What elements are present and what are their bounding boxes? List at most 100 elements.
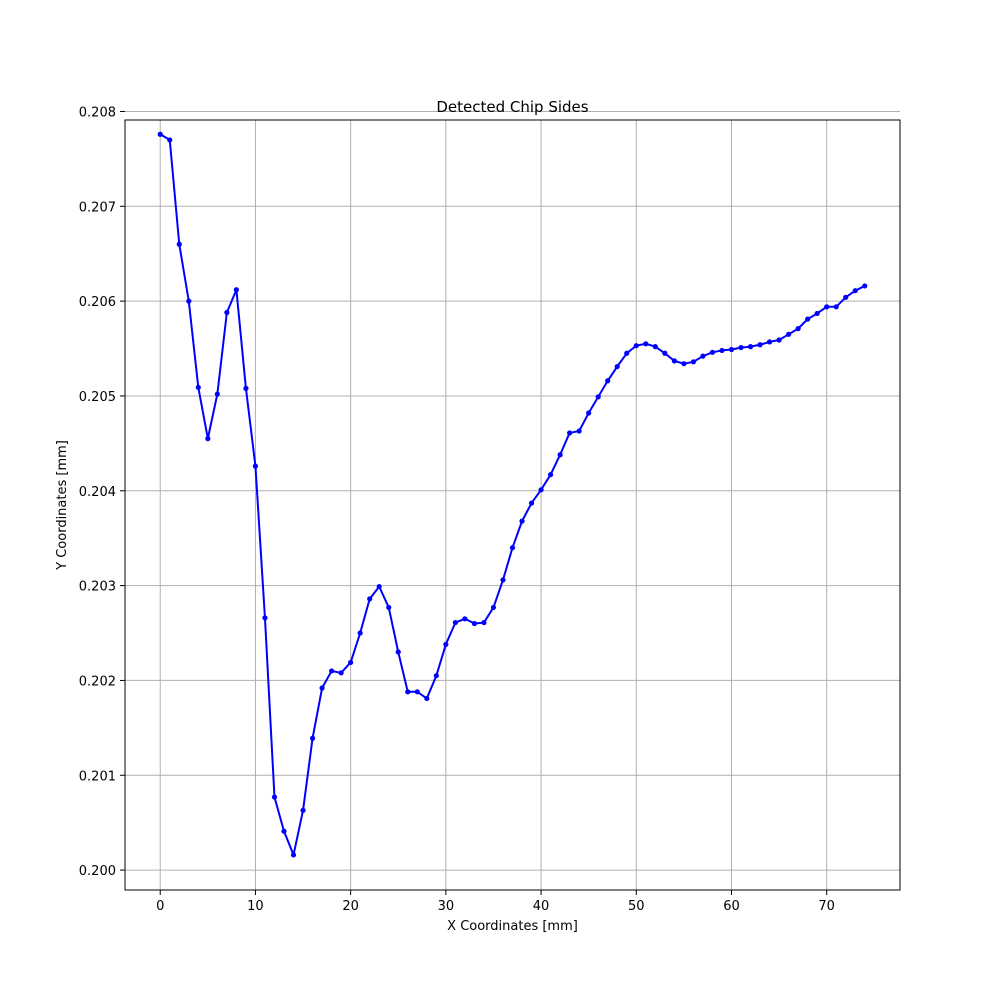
data-point	[595, 394, 601, 400]
data-point	[367, 596, 373, 602]
x-tick-label: 0	[156, 899, 164, 914]
data-series	[157, 131, 868, 858]
data-point	[176, 241, 182, 247]
data-point	[214, 391, 220, 397]
data-point	[586, 410, 592, 416]
y-axis-title: Y Coordinates [mm]	[55, 440, 70, 571]
data-point	[547, 472, 554, 478]
data-point	[386, 604, 392, 611]
data-point	[557, 452, 563, 458]
data-point	[205, 436, 211, 442]
x-axis-ticks: 0 10 20 30 40 50 60 70	[156, 890, 835, 914]
data-point	[843, 294, 849, 300]
grid-lines	[125, 110, 900, 890]
data-point	[624, 350, 630, 356]
data-point	[233, 287, 239, 293]
x-tick-label: 20	[342, 899, 359, 914]
data-point	[252, 463, 259, 469]
data-point	[528, 500, 535, 506]
data-point	[490, 604, 497, 611]
data-point	[862, 283, 868, 289]
data-point	[395, 649, 401, 655]
data-point	[509, 545, 516, 551]
y-tick-label: 0.202	[79, 674, 116, 689]
data-point	[671, 358, 677, 364]
data-point	[766, 339, 773, 345]
y-tick-label: 0.208	[79, 105, 116, 120]
data-point	[747, 344, 754, 350]
data-point	[805, 316, 811, 322]
data-point	[195, 384, 201, 391]
data-point	[576, 428, 582, 434]
data-point	[243, 385, 249, 391]
data-point	[538, 487, 544, 493]
data-point	[643, 341, 649, 347]
data-point	[348, 659, 354, 666]
data-point	[424, 695, 430, 702]
data-point	[462, 616, 468, 622]
data-point	[300, 807, 306, 813]
x-tick-label: 40	[533, 899, 550, 914]
data-point	[738, 344, 744, 351]
data-point	[224, 309, 230, 316]
data-point	[271, 794, 278, 800]
data-point	[833, 304, 839, 310]
data-point	[605, 378, 611, 384]
data-point	[157, 131, 163, 137]
y-tick-label: 0.206	[79, 295, 116, 310]
data-point	[614, 363, 620, 370]
data-point	[452, 619, 458, 626]
data-point	[567, 430, 573, 436]
data-point	[329, 668, 335, 674]
x-axis-title: X Coordinates [mm]	[447, 919, 578, 934]
data-point	[728, 346, 735, 353]
data-point	[519, 518, 525, 524]
data-point	[309, 735, 316, 741]
y-tick-label: 0.207	[79, 200, 116, 215]
data-point	[319, 685, 325, 691]
data-point	[167, 137, 173, 143]
chart-title: Detected Chip Sides	[436, 98, 588, 116]
y-tick-label: 0.201	[79, 769, 116, 784]
data-point	[186, 298, 192, 304]
data-point	[852, 288, 858, 294]
data-point	[500, 577, 506, 583]
x-tick-label: 30	[438, 899, 455, 914]
data-point	[338, 670, 344, 676]
data-point	[690, 359, 696, 365]
data-point	[414, 689, 420, 695]
y-tick-label: 0.203	[79, 580, 116, 595]
x-tick-label: 60	[723, 899, 740, 914]
data-point	[776, 337, 782, 343]
data-point	[633, 343, 639, 349]
y-tick-label: 0.205	[79, 390, 116, 405]
y-tick-label: 0.200	[79, 864, 116, 879]
x-tick-label: 50	[628, 899, 645, 914]
data-point	[471, 620, 478, 627]
y-axis-ticks: 0.200 0.201 0.202 0.203 0.204 0.205 0.206 0.207…	[79, 105, 125, 879]
data-point	[681, 361, 687, 367]
data-point	[652, 344, 658, 350]
data-point	[814, 310, 820, 317]
data-point	[262, 615, 268, 621]
data-point	[757, 342, 763, 348]
data-point	[795, 326, 801, 332]
data-point	[719, 347, 725, 354]
data-point	[662, 350, 668, 356]
data-point	[481, 619, 487, 626]
y-tick-label: 0.204	[79, 485, 116, 500]
data-point	[824, 304, 830, 310]
data-point	[281, 828, 287, 834]
data-point	[405, 689, 411, 695]
data-point	[443, 641, 449, 647]
data-point	[357, 630, 363, 636]
x-tick-label: 10	[247, 899, 264, 914]
data-point	[376, 583, 382, 590]
plot-frame	[124, 119, 901, 891]
x-tick-label: 70	[818, 899, 835, 914]
data-point	[290, 852, 297, 858]
data-point	[709, 349, 716, 355]
data-point	[433, 673, 439, 679]
